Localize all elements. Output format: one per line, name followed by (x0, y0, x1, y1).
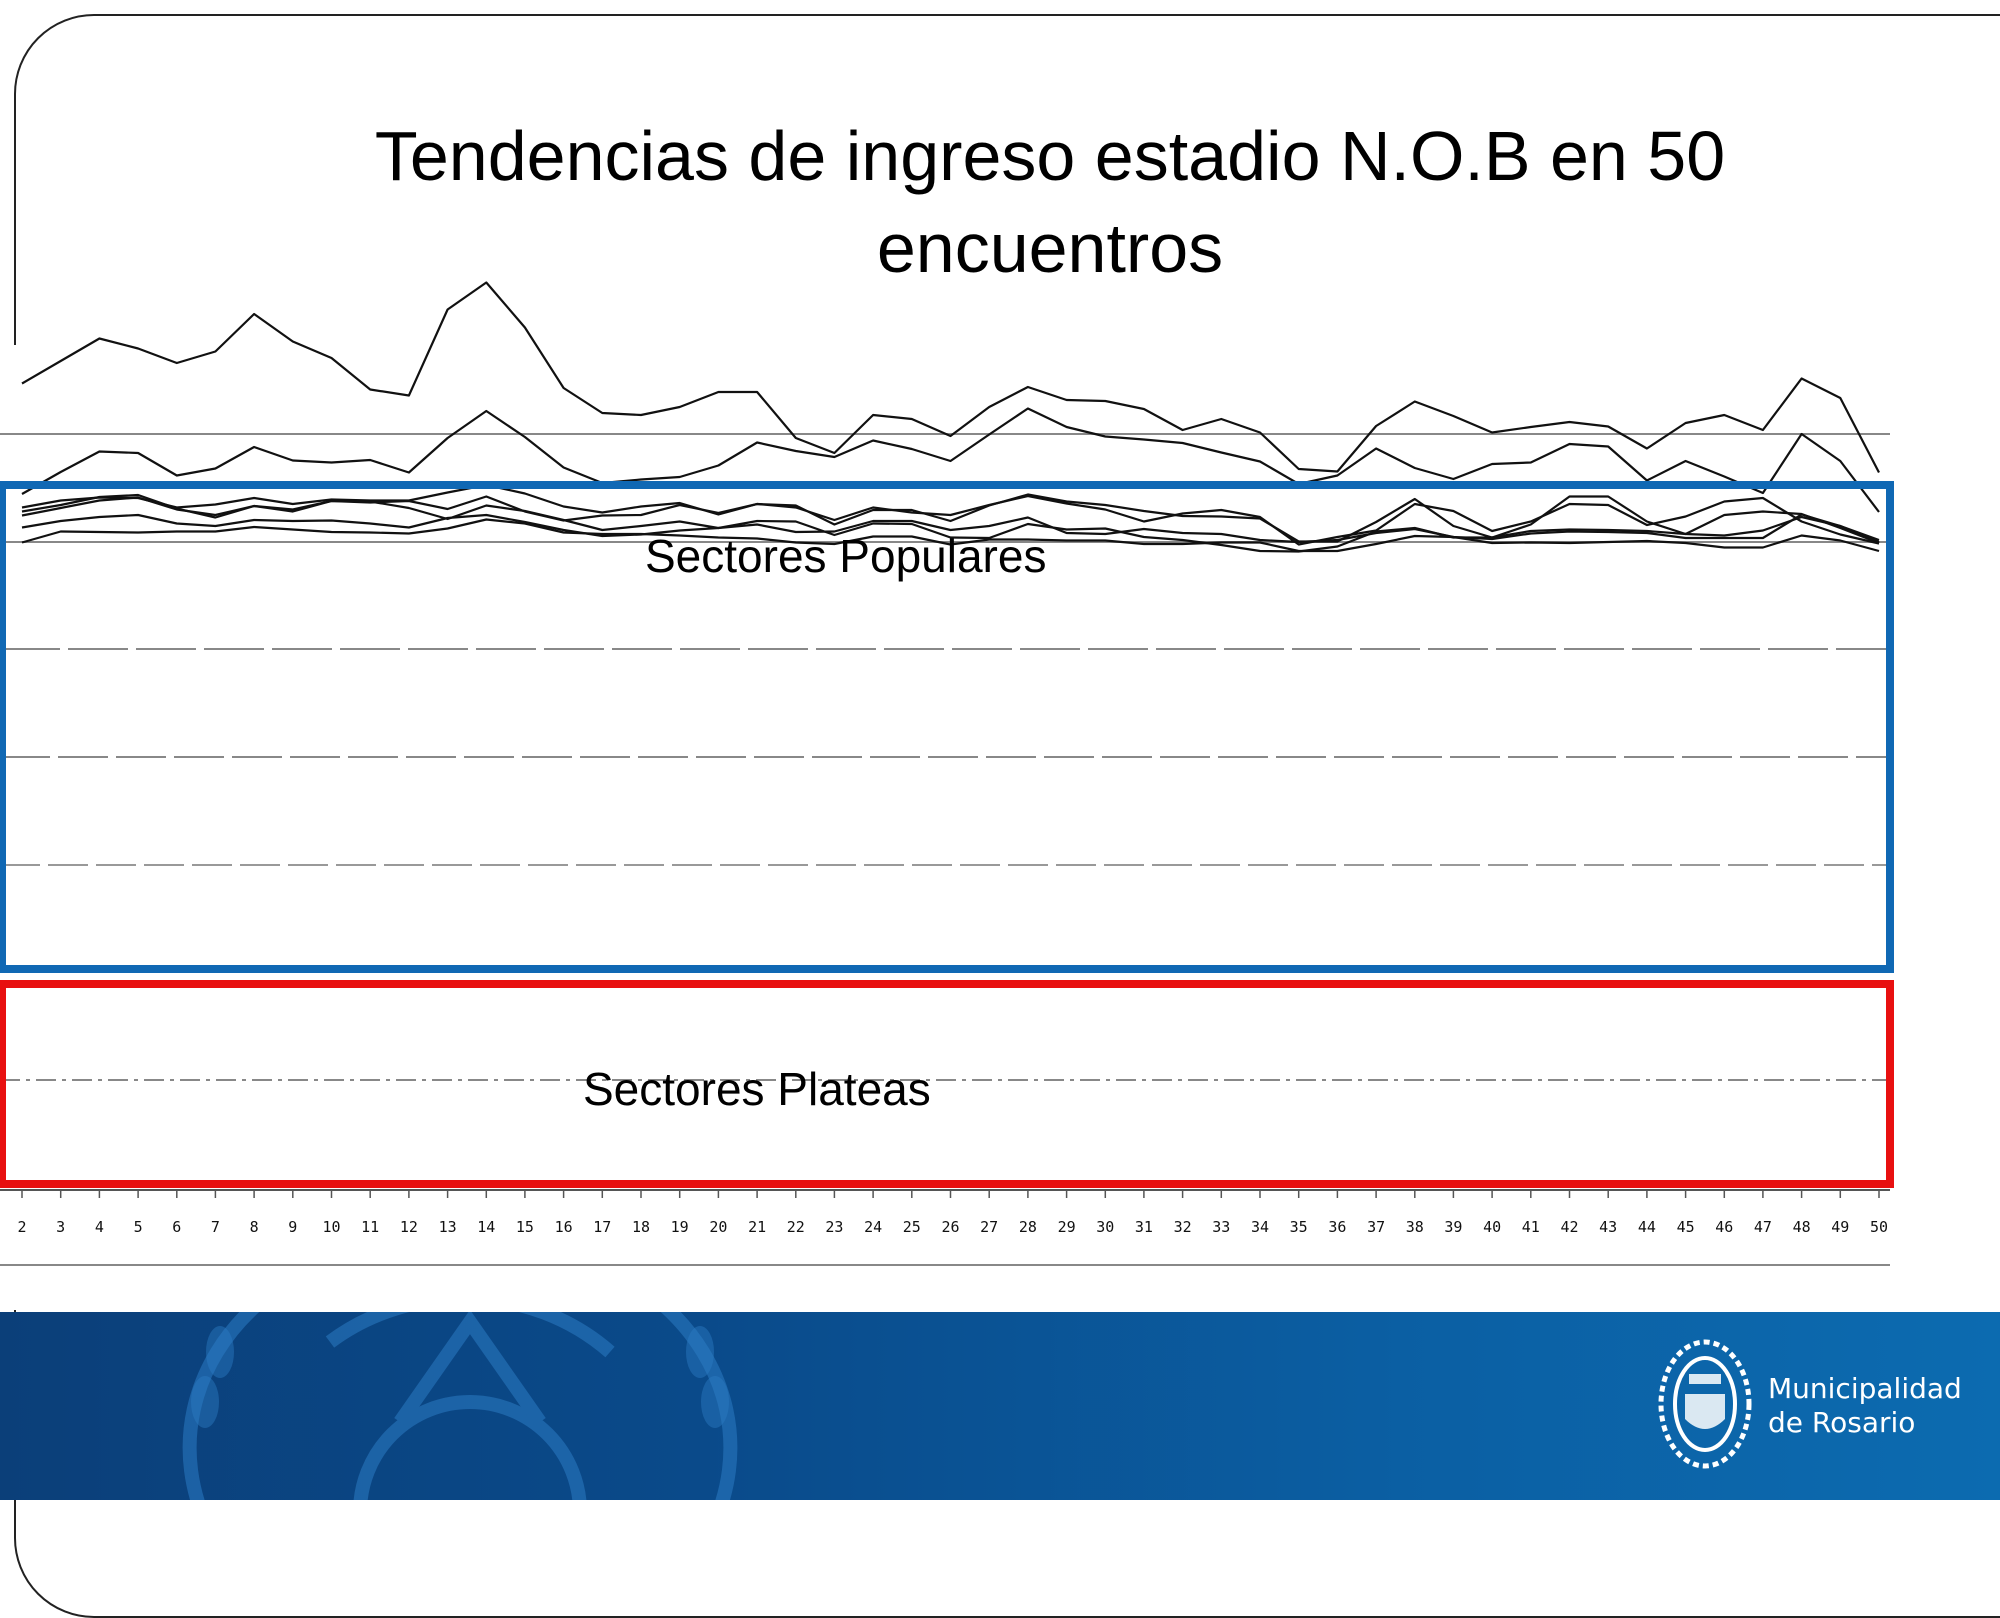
x-tick-label: 24 (864, 1218, 882, 1236)
x-tick-label: 37 (1367, 1218, 1385, 1236)
x-tick-label: 38 (1406, 1218, 1424, 1236)
x-tick-label: 44 (1638, 1218, 1656, 1236)
x-tick-label: 32 (1174, 1218, 1192, 1236)
footer-banner: Municipalidad de Rosario (0, 1312, 2000, 1500)
x-tick-label: 13 (439, 1218, 457, 1236)
sectores-populares-label: Sectores Populares (645, 530, 1046, 582)
series-line-2 (21, 407, 1880, 513)
sectores-plateas-box (0, 980, 1894, 1188)
x-tick-label: 18 (632, 1218, 650, 1236)
x-tick-label: 45 (1677, 1218, 1695, 1236)
x-tick-label: 28 (1019, 1218, 1037, 1236)
x-tick-label: 22 (787, 1218, 805, 1236)
logo-line-1: Municipalidad (1768, 1372, 1962, 1405)
x-tick-label: 48 (1793, 1218, 1811, 1236)
x-tick-label: 2 (17, 1218, 26, 1236)
x-tick-label: 19 (671, 1218, 689, 1236)
footer-emblem-watermark-icon (182, 1312, 738, 1500)
chart-series (21, 281, 1880, 553)
x-tick-label: 5 (134, 1218, 143, 1236)
x-tick-label: 46 (1715, 1218, 1733, 1236)
x-tick-label: 36 (1328, 1218, 1346, 1236)
x-tick-label: 25 (903, 1218, 921, 1236)
x-tick-label: 4 (95, 1218, 104, 1236)
x-tick-label: 9 (288, 1218, 297, 1236)
x-tick-label: 21 (748, 1218, 766, 1236)
x-tick-label: 6 (172, 1218, 181, 1236)
sectores-plateas-label: Sectores Plateas (583, 1063, 931, 1115)
x-tick-label: 14 (477, 1218, 495, 1236)
x-tick-label: 31 (1135, 1218, 1153, 1236)
x-tick-label: 50 (1870, 1218, 1888, 1236)
x-tick-label: 3 (56, 1218, 65, 1236)
x-tick-label: 35 (1290, 1218, 1308, 1236)
x-tick-label: 43 (1599, 1218, 1617, 1236)
sectores-populares-box (0, 481, 1894, 973)
coat-of-arms-icon (1658, 1339, 1752, 1469)
series-line-5 (21, 493, 1880, 553)
x-tick-label: 10 (322, 1218, 340, 1236)
x-tick-label: 26 (941, 1218, 959, 1236)
x-tick-label: 47 (1754, 1218, 1772, 1236)
x-tick-label: 39 (1444, 1218, 1462, 1236)
x-tick-label: 15 (516, 1218, 534, 1236)
x-tick-label: 41 (1522, 1218, 1540, 1236)
series-line-7 (21, 518, 1880, 553)
x-tick-label: 27 (980, 1218, 998, 1236)
x-tick-label: 16 (555, 1218, 573, 1236)
x-tick-label: 12 (400, 1218, 418, 1236)
x-tick-label: 8 (250, 1218, 259, 1236)
series-line-3 (21, 483, 1880, 545)
x-tick-label: 17 (593, 1218, 611, 1236)
x-tick-label: 23 (825, 1218, 843, 1236)
x-tick-label: 34 (1251, 1218, 1269, 1236)
municipalidad-logo-text: Municipalidad de Rosario (1768, 1372, 1962, 1440)
x-tick-label: 20 (709, 1218, 727, 1236)
logo-line-2: de Rosario (1768, 1406, 1916, 1439)
x-tick-label: 42 (1560, 1218, 1578, 1236)
x-tick-label: 49 (1831, 1218, 1849, 1236)
x-tick-label: 33 (1212, 1218, 1230, 1236)
trend-chart: 2 3 4 5 6 7 8 9 10 11 12 13 14 15 16 17 18 19 20 21 22 23 24 25… (0, 281, 1894, 1266)
x-tick-labels: 2 3 4 5 6 7 8 9 10 11 12 13 14 15 16 17 18 19 20 21 22 23 24 25… (17, 1190, 1888, 1236)
series-line-6 (21, 513, 1880, 544)
x-tick-label: 7 (211, 1218, 220, 1236)
slide-title: Tendencias de ingreso estadio N.O.B en 5… (374, 117, 1726, 287)
x-tick-label: 30 (1096, 1218, 1114, 1236)
series-line-1 (21, 281, 1880, 474)
x-tick-label: 11 (361, 1218, 379, 1236)
x-tick-label: 40 (1483, 1218, 1501, 1236)
x-tick-label: 29 (1058, 1218, 1076, 1236)
